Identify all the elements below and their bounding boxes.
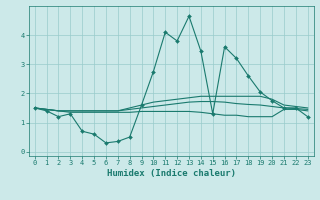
X-axis label: Humidex (Indice chaleur): Humidex (Indice chaleur) <box>107 169 236 178</box>
